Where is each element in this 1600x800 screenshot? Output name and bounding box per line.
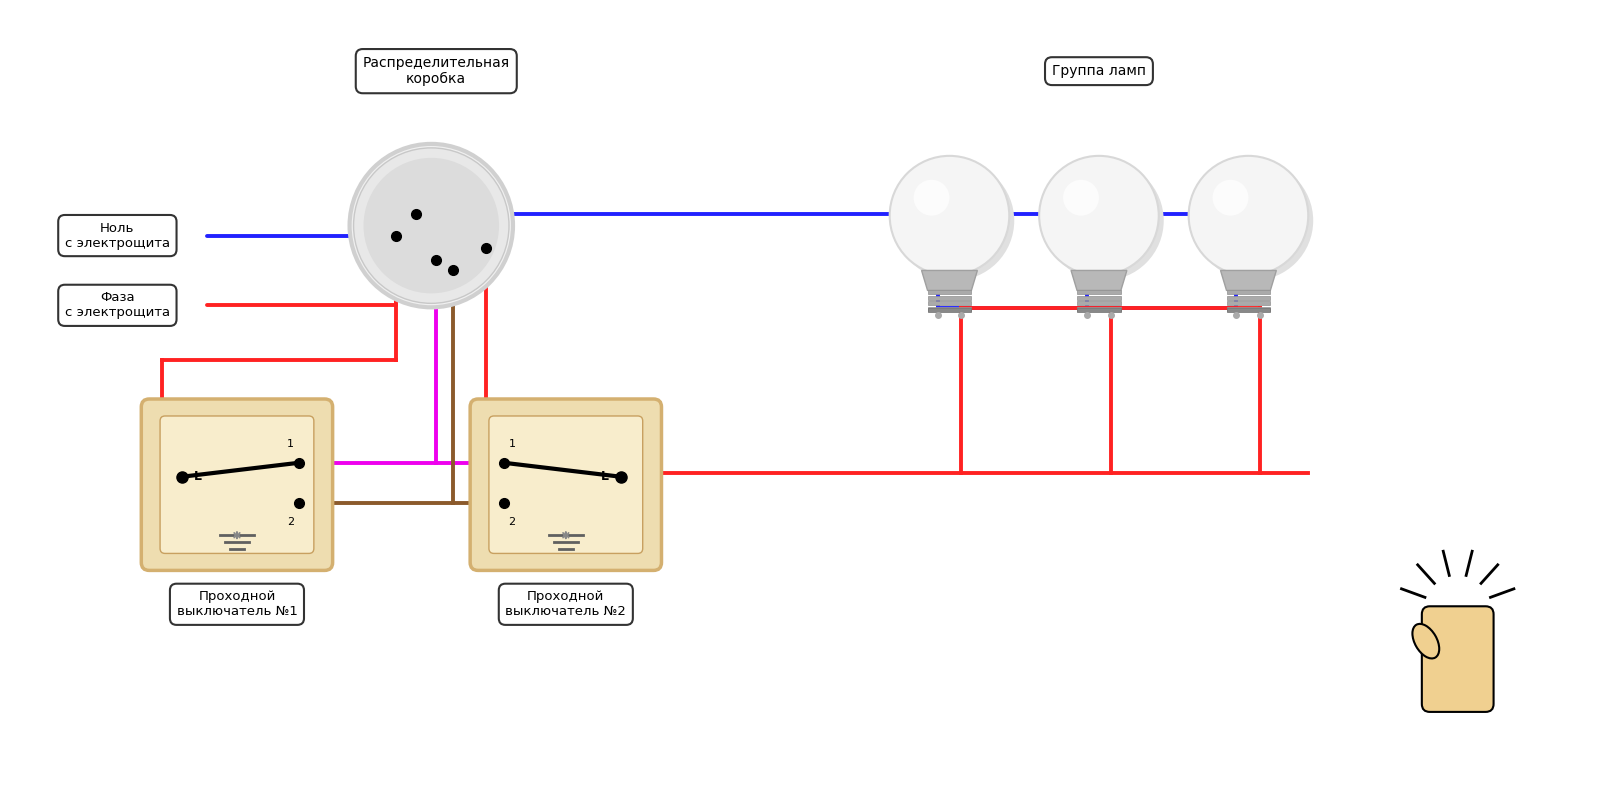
FancyBboxPatch shape xyxy=(1077,308,1122,312)
Circle shape xyxy=(1038,156,1158,275)
Circle shape xyxy=(1194,161,1314,281)
Text: 1: 1 xyxy=(288,439,294,449)
Text: 2: 2 xyxy=(509,517,515,526)
Circle shape xyxy=(914,180,949,216)
Polygon shape xyxy=(922,270,978,290)
FancyBboxPatch shape xyxy=(1077,290,1122,294)
Circle shape xyxy=(1045,161,1163,281)
FancyBboxPatch shape xyxy=(1227,296,1270,300)
FancyBboxPatch shape xyxy=(1227,302,1270,306)
FancyBboxPatch shape xyxy=(928,308,971,312)
FancyBboxPatch shape xyxy=(141,399,333,570)
Text: L: L xyxy=(194,470,202,483)
Circle shape xyxy=(1189,156,1309,275)
Text: Группа ламп: Группа ламп xyxy=(1051,64,1146,78)
Circle shape xyxy=(1213,180,1248,216)
Polygon shape xyxy=(1070,270,1126,290)
Text: Фаза
с электрощита: Фаза с электрощита xyxy=(66,291,170,319)
Circle shape xyxy=(363,158,499,294)
Circle shape xyxy=(354,148,509,303)
Polygon shape xyxy=(1221,270,1277,290)
Circle shape xyxy=(890,156,1010,275)
Text: Распределительная
коробка: Распределительная коробка xyxy=(363,56,510,86)
FancyBboxPatch shape xyxy=(490,416,643,554)
FancyBboxPatch shape xyxy=(1077,302,1122,306)
FancyBboxPatch shape xyxy=(1227,308,1270,312)
Text: L: L xyxy=(600,470,608,483)
FancyBboxPatch shape xyxy=(1077,296,1122,300)
FancyBboxPatch shape xyxy=(1422,606,1493,712)
Ellipse shape xyxy=(1413,624,1440,658)
Circle shape xyxy=(349,144,514,307)
FancyBboxPatch shape xyxy=(1077,307,1122,311)
FancyBboxPatch shape xyxy=(470,399,661,570)
FancyBboxPatch shape xyxy=(928,296,971,300)
FancyBboxPatch shape xyxy=(1227,290,1270,294)
FancyBboxPatch shape xyxy=(928,307,971,311)
Circle shape xyxy=(894,161,1014,281)
FancyBboxPatch shape xyxy=(928,290,971,294)
Text: 2: 2 xyxy=(288,517,294,526)
Text: Проходной
выключатель №1: Проходной выключатель №1 xyxy=(176,590,298,618)
Text: Проходной
выключатель №2: Проходной выключатель №2 xyxy=(506,590,626,618)
FancyBboxPatch shape xyxy=(1227,307,1270,311)
FancyBboxPatch shape xyxy=(160,416,314,554)
Circle shape xyxy=(1062,180,1099,216)
Text: 1: 1 xyxy=(509,439,515,449)
FancyBboxPatch shape xyxy=(928,302,971,306)
Text: Ноль
с электрощита: Ноль с электрощита xyxy=(66,222,170,250)
